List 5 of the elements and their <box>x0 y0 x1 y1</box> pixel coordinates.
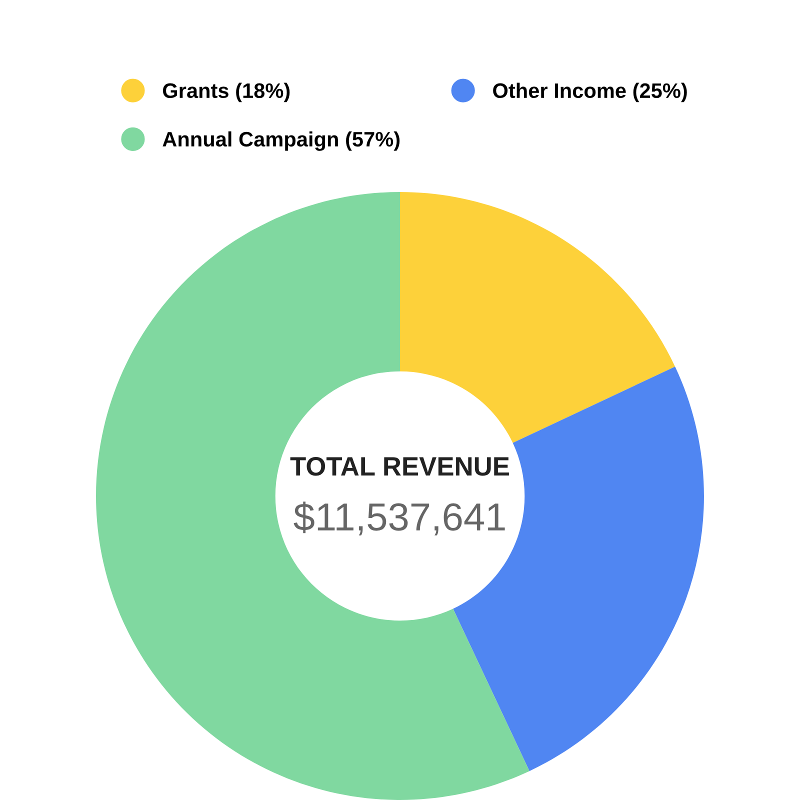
legend-label: Annual Campaign (57%) <box>162 131 400 151</box>
text: TOTAL REVENUE <box>290 457 509 476</box>
legend-label: Grants (18%) <box>162 82 290 102</box>
text: $11,537,641 <box>294 502 505 536</box>
legend-label: Other Income (25%) <box>493 82 687 102</box>
